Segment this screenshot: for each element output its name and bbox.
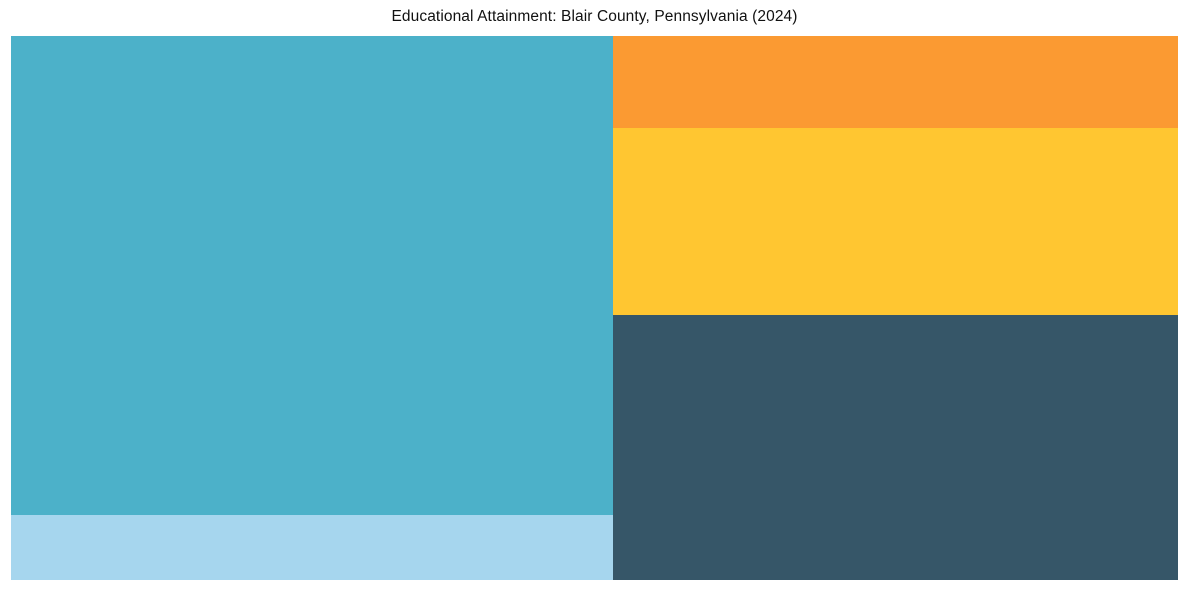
treemap-tile-bachelors-degree[interactable]: Bachelor's degree: [612, 127, 1178, 315]
treemap-tile-graduate-or-professional-degree[interactable]: Graduate or professional degree: [612, 36, 1178, 128]
treemap-column-left: Some college or associate degree Less th…: [11, 36, 613, 580]
treemap-tile-less-than-high-school[interactable]: Less than high school: [11, 514, 613, 580]
treemap-tile-some-college-or-associate-degree[interactable]: Some college or associate degree: [11, 36, 613, 515]
treemap-tile-high-school-graduate[interactable]: High school graduate: [612, 315, 1178, 580]
treemap-column-right: Graduate or professional degree Bachelor…: [612, 36, 1178, 580]
treemap-plot-area: Some college or associate degree Less th…: [11, 36, 1178, 580]
chart-title: Educational Attainment: Blair County, Pe…: [391, 8, 798, 25]
